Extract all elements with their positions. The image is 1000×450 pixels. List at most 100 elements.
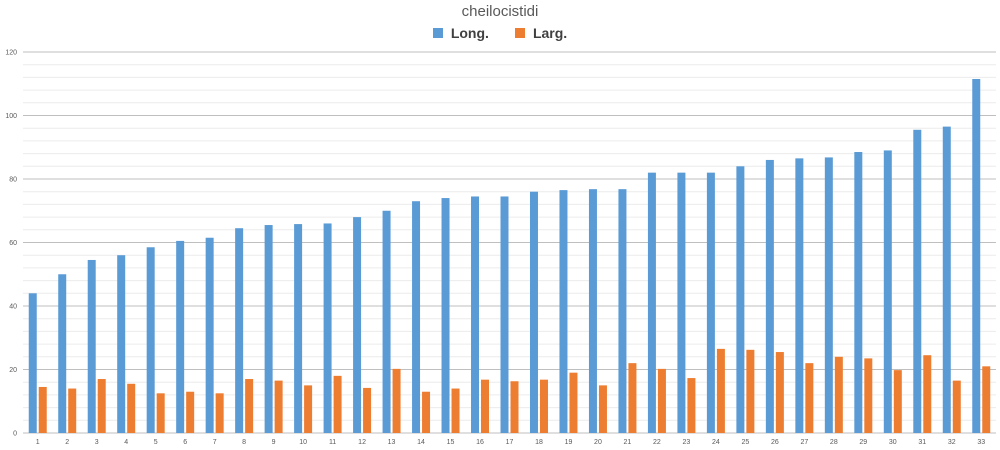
bar-long	[883, 150, 892, 434]
bar-long	[529, 191, 538, 433]
bar-long	[205, 237, 214, 433]
bar-larg	[392, 368, 401, 433]
x-tick-label: 31	[918, 439, 926, 446]
x-tick-label: 11	[329, 439, 336, 446]
bar-larg	[657, 368, 666, 433]
bar-long	[58, 274, 67, 433]
legend-item-long: Long.	[432, 25, 489, 41]
bar-larg	[186, 391, 195, 433]
bar-larg	[598, 385, 607, 433]
bar-long	[647, 172, 656, 433]
x-tick-label: 23	[683, 439, 691, 446]
bar-long	[323, 223, 332, 433]
bar-larg	[68, 388, 77, 433]
bar-larg	[363, 387, 372, 433]
bar-larg	[156, 393, 165, 433]
legend-label-larg: Larg.	[532, 25, 568, 41]
bar-long	[412, 201, 421, 433]
bar-larg	[451, 388, 460, 433]
bar-long	[353, 217, 362, 433]
bar-long	[117, 255, 126, 433]
x-tick-label: 27	[800, 439, 808, 446]
x-tick-label: 13	[388, 439, 396, 446]
legend-swatch-larg	[514, 28, 525, 38]
x-tick-label: 5	[154, 439, 158, 446]
bar-long	[765, 159, 774, 433]
bar-long	[972, 78, 981, 434]
bar-larg	[38, 386, 47, 433]
x-tick-label: 14	[417, 439, 425, 446]
legend-item-larg: Larg.	[514, 25, 568, 41]
x-tick-label: 22	[653, 439, 661, 446]
bar-long	[706, 172, 715, 433]
bar-larg	[952, 380, 961, 433]
x-tick-label: 29	[859, 439, 867, 446]
x-tick-label: 32	[948, 439, 956, 446]
x-tick-label: 24	[712, 439, 720, 446]
bar-larg	[864, 358, 873, 433]
bar-long	[824, 157, 833, 433]
legend: Long. Larg.	[0, 25, 1000, 41]
x-tick-label: 20	[594, 439, 602, 446]
bar-long	[87, 259, 96, 433]
x-tick-label: 4	[124, 439, 128, 446]
bar-long	[795, 158, 804, 434]
x-tick-label: 33	[977, 439, 985, 446]
bar-larg	[746, 349, 755, 433]
bar-long	[854, 152, 863, 433]
bar-larg	[274, 380, 283, 433]
bar-long	[588, 189, 597, 433]
bar-long	[28, 293, 37, 433]
x-tick-label: 1	[36, 439, 40, 446]
y-tick-label: 100	[5, 113, 17, 120]
bar-long	[382, 210, 391, 433]
bar-long	[294, 224, 303, 433]
bar-larg	[510, 381, 519, 433]
bar-long	[618, 189, 627, 433]
x-tick-label: 12	[358, 439, 366, 446]
x-tick-label: 30	[889, 439, 897, 446]
bar-long	[677, 172, 686, 433]
bar-long	[500, 196, 509, 433]
y-tick-label: 120	[5, 50, 17, 57]
bar-larg	[333, 375, 342, 433]
bar-larg	[982, 366, 991, 433]
x-tick-label: 2	[65, 439, 69, 446]
y-tick-label: 20	[9, 367, 17, 374]
bar-larg	[304, 385, 313, 433]
y-tick-label: 0	[13, 431, 17, 438]
bar-long	[235, 228, 244, 433]
bar-larg	[245, 379, 254, 433]
bar-larg	[775, 352, 784, 433]
bar-larg	[834, 356, 843, 433]
x-tick-label: 8	[242, 439, 246, 446]
bar-larg	[628, 363, 637, 433]
x-tick-label: 26	[771, 439, 779, 446]
bar-larg	[716, 348, 725, 433]
x-tick-label: 18	[535, 439, 543, 446]
x-tick-label: 10	[299, 439, 307, 446]
x-tick-label: 3	[95, 439, 99, 446]
bar-long	[913, 129, 922, 433]
bar-larg	[97, 379, 106, 433]
bar-long	[176, 240, 185, 433]
bar-larg	[923, 355, 932, 433]
bar-larg	[569, 372, 578, 433]
bar-larg	[215, 393, 224, 433]
bar-larg	[127, 383, 136, 433]
y-tick-label: 80	[9, 177, 17, 184]
bar-larg	[687, 378, 696, 433]
bar-long	[146, 247, 155, 433]
y-tick-label: 60	[9, 240, 17, 247]
bar-larg	[805, 363, 814, 433]
bar-long	[471, 196, 480, 433]
y-tick-label: 40	[9, 304, 17, 311]
bar-larg	[422, 391, 431, 433]
x-tick-label: 6	[183, 439, 187, 446]
x-tick-label: 17	[506, 439, 514, 446]
x-tick-label: 25	[741, 439, 749, 446]
x-tick-label: 16	[476, 439, 484, 446]
x-tick-label: 7	[213, 439, 217, 446]
